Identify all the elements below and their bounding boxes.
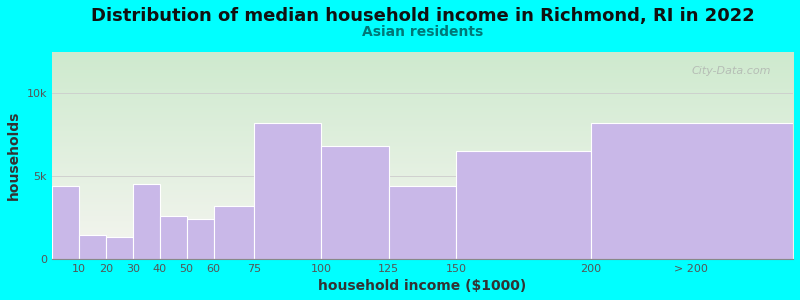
Text: City-Data.com: City-Data.com (691, 66, 771, 76)
Title: Distribution of median household income in Richmond, RI in 2022: Distribution of median household income … (90, 7, 754, 25)
Bar (322, 146, 389, 259)
Bar (186, 219, 214, 259)
Bar (591, 123, 793, 259)
Bar (254, 123, 322, 259)
Bar (133, 184, 160, 259)
Bar (160, 216, 186, 259)
Bar (52, 186, 79, 259)
Text: Asian residents: Asian residents (362, 25, 483, 39)
Bar (106, 237, 133, 259)
Y-axis label: households: households (7, 110, 21, 200)
X-axis label: household income ($1000): household income ($1000) (318, 279, 526, 293)
Bar (456, 151, 591, 259)
Bar (389, 186, 456, 259)
Bar (214, 206, 254, 259)
Bar (79, 236, 106, 259)
